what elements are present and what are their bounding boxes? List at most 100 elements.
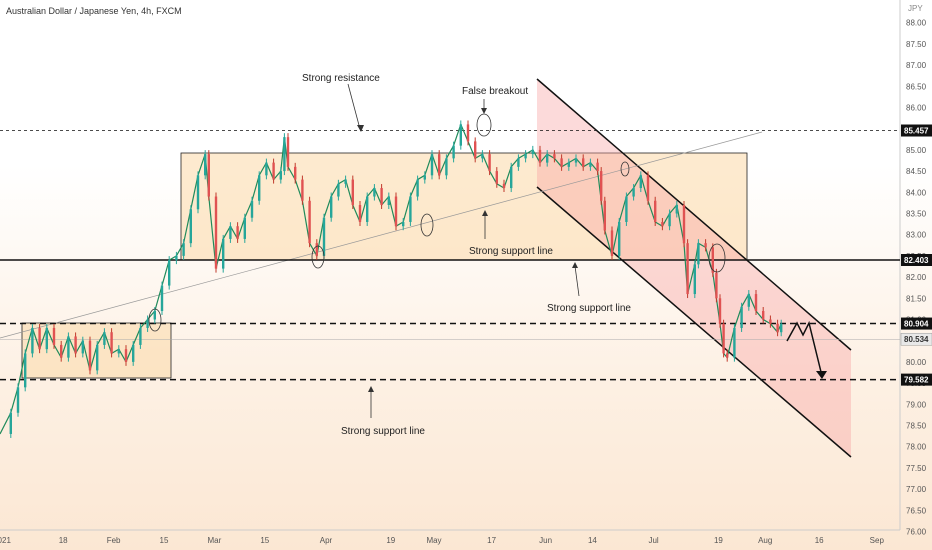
candle-body: [60, 344, 63, 358]
candle-body: [283, 137, 286, 172]
candle-body: [272, 162, 275, 180]
candle-body: [74, 336, 77, 354]
candle-body: [618, 221, 621, 256]
candle-body: [132, 344, 135, 362]
candle-body: [603, 200, 606, 231]
candle-body: [780, 323, 783, 333]
x-tick-label: 19: [386, 536, 395, 545]
candle-body: [117, 349, 120, 354]
y-tick-label: 79.00: [906, 400, 927, 409]
x-tick-label: Jul: [648, 536, 658, 545]
candle-body: [366, 196, 369, 222]
x-tick-label: Aug: [758, 536, 772, 545]
candle-body: [182, 243, 185, 256]
y-tick-label: 78.00: [906, 443, 927, 452]
candle-body: [250, 200, 254, 218]
y-tick-label: 83.50: [906, 209, 927, 218]
candle-body: [610, 230, 614, 256]
x-tick-label: 2021: [0, 536, 11, 545]
arrow: [347, 83, 361, 130]
candle-body: [229, 226, 232, 239]
candle-body: [322, 217, 326, 256]
candle-body: [574, 158, 578, 163]
candle-body: [416, 179, 419, 197]
range-box-upper: [180, 152, 748, 261]
x-tick-label: Apr: [320, 536, 333, 545]
candle-body: [139, 327, 142, 345]
arrow-head: [481, 108, 487, 114]
projected-path: [786, 320, 823, 377]
candle-body: [711, 247, 714, 273]
candle-body: [675, 205, 678, 214]
candle-body: [682, 205, 686, 244]
y-tick-label: 88.00: [906, 19, 927, 28]
candle-body: [373, 188, 376, 197]
level-price-label: 82.403: [904, 256, 929, 265]
candle-body: [445, 158, 448, 176]
y-tick-label: 77.00: [906, 485, 927, 494]
arrow-head: [572, 262, 578, 268]
candle-body: [589, 162, 592, 167]
x-tick-label: 18: [59, 536, 68, 545]
candle-body: [380, 188, 383, 206]
candle-body: [175, 255, 178, 261]
x-tick-label: Sep: [870, 536, 885, 545]
touch-circle: [620, 161, 630, 177]
candle-body: [110, 332, 113, 354]
candle-body: [546, 154, 549, 163]
candle-body: [67, 336, 70, 358]
candle-body: [488, 154, 491, 172]
y-tick-label: 78.50: [906, 421, 927, 430]
annotation-support-mid: Strong support line: [547, 303, 631, 314]
candle-body: [538, 149, 542, 163]
y-tick-label: 84.00: [906, 188, 927, 197]
candle-body: [96, 344, 99, 371]
candle-body: [517, 158, 520, 167]
projected-arrow-head: [816, 371, 827, 379]
candle-body: [481, 154, 484, 159]
candle-body: [502, 183, 506, 189]
level-price-tag: [901, 124, 932, 137]
candle-body: [16, 387, 20, 413]
candle-body: [160, 285, 164, 312]
candle-body: [567, 162, 570, 167]
candle-body: [146, 319, 149, 328]
candle-body: [740, 306, 743, 328]
candle-body: [438, 154, 441, 176]
x-tick-label: 16: [815, 536, 824, 545]
x-tick-label: May: [426, 536, 441, 545]
level-price-label: 80.904: [904, 320, 929, 329]
candle-body: [560, 158, 563, 167]
candle-body: [394, 196, 398, 227]
candle-body: [308, 200, 311, 244]
candle-body: [769, 319, 772, 324]
candle-body: [600, 171, 603, 201]
candle-body: [596, 162, 599, 172]
touch-circle: [708, 243, 726, 273]
candle-body: [693, 264, 696, 295]
candle-body: [625, 196, 628, 222]
candle-body: [632, 188, 635, 197]
x-tick-label: 14: [588, 536, 597, 545]
candle-body: [24, 353, 27, 388]
candle-body: [45, 327, 48, 350]
candle-body: [686, 243, 689, 295]
candle-body: [124, 349, 128, 362]
candle-body: [747, 294, 750, 307]
false-breakout-circle: [476, 113, 492, 137]
candle-body: [754, 294, 758, 312]
trend-line: [0, 131, 763, 339]
candle-body: [722, 323, 725, 354]
y-tick-label: 76.50: [906, 506, 927, 515]
candle-body: [718, 298, 722, 324]
candle-body: [646, 175, 650, 201]
candle-body: [351, 179, 354, 206]
candle-body: [582, 158, 585, 167]
y-tick-label: 87.00: [906, 61, 927, 70]
last-price-tag: [900, 332, 932, 346]
candle-body: [466, 124, 470, 142]
candle-body: [168, 260, 171, 286]
touch-circle: [420, 213, 434, 237]
